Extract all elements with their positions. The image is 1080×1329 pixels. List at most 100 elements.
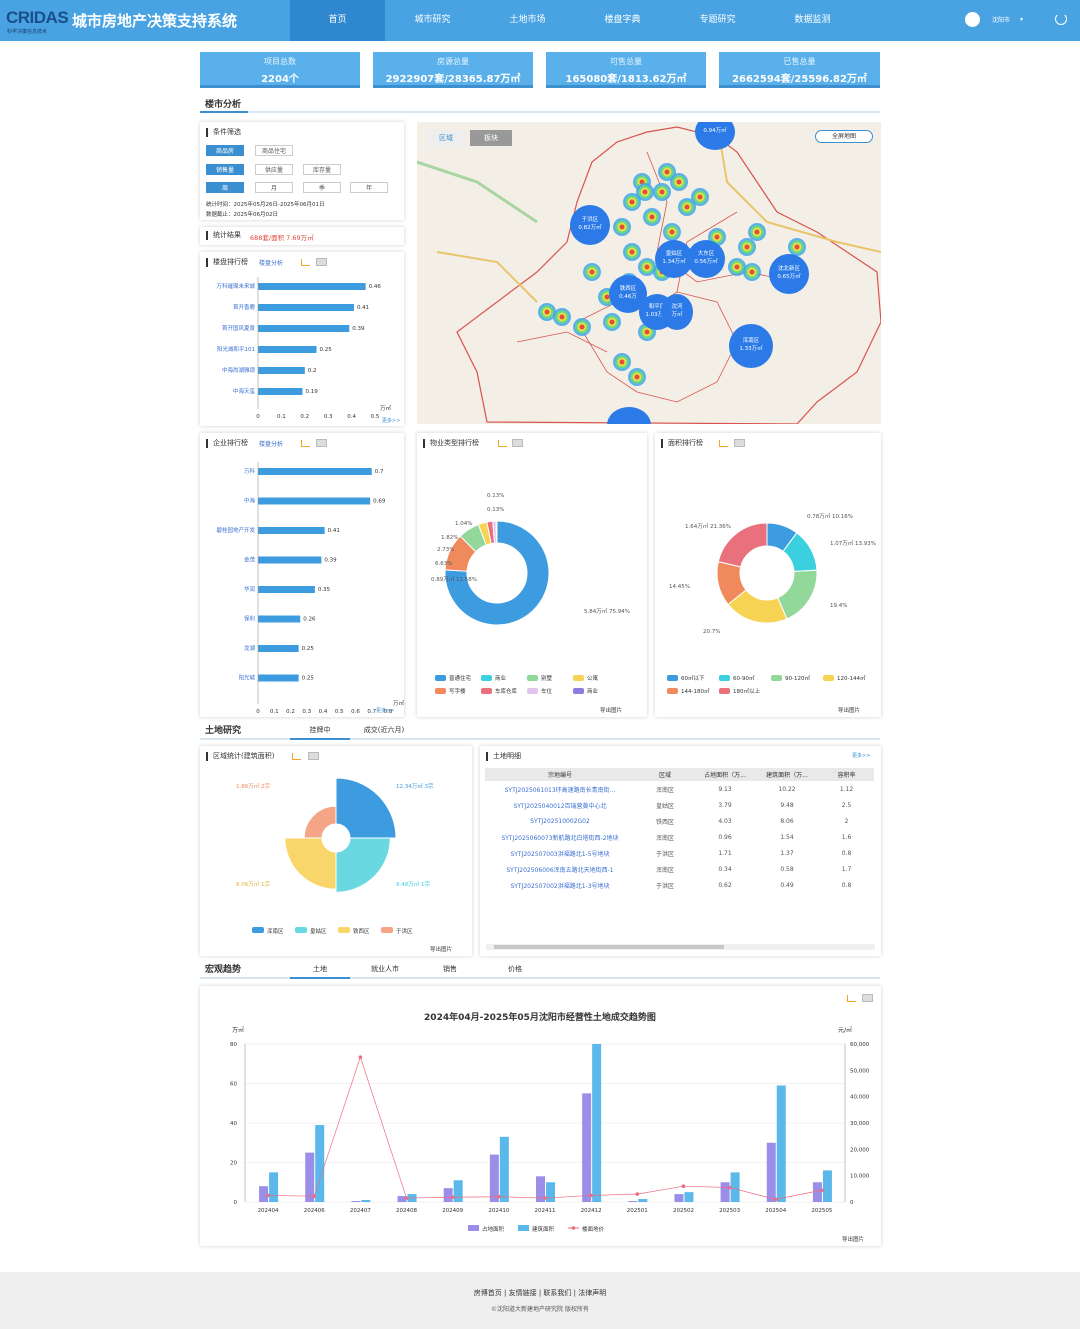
land-code-cell[interactable]: SYTJ2025060073新航路北白塔街西-2地块 — [485, 829, 635, 845]
x-tick-label: 0 — [256, 709, 260, 715]
land-code-cell[interactable]: SYTJ202506006浑南五路北天地街西-1 — [485, 861, 635, 877]
filter-month-button[interactable]: 月 — [255, 182, 293, 193]
more-link[interactable]: 更多>> — [376, 707, 394, 714]
heat-spot — [580, 325, 585, 330]
y2-tick-label: 20,000 — [850, 1147, 870, 1153]
system-title: 城市房地产决策支持系统 — [72, 10, 237, 31]
stat-card-available[interactable]: 可售总量 165080套/1813.62万㎡ — [546, 52, 706, 88]
land-code-cell[interactable]: SYTJ2025061013环高速路南长青南街... — [485, 781, 635, 797]
y2-tick-label: 60,000 — [850, 1042, 870, 1048]
data-deadline: 数据截止：2025年06月02日 — [206, 210, 278, 218]
export-image-button[interactable]: 导出图片 — [600, 706, 622, 714]
map-tab-block[interactable]: 板块 — [470, 130, 512, 146]
filter-year-button[interactable]: 年 — [350, 182, 388, 193]
x-tick-label: 0.2 — [300, 414, 309, 420]
result-panel: 统计结果 688套/面积 7.69万㎡ — [200, 227, 404, 245]
divider — [290, 977, 350, 979]
map-bubble[interactable]: 沈河 万㎡ — [661, 294, 693, 330]
export-image-button[interactable]: 导出图片 — [838, 706, 860, 714]
map-tab-district[interactable]: 区域 — [427, 130, 465, 146]
map-bubble[interactable]: 大东区 0.56万㎡ — [687, 240, 725, 278]
land-code-cell[interactable]: SYTJ202507002洪福路北1-3号地块 — [485, 877, 635, 893]
land-code-cell[interactable]: SYTJ2025040012百瑞营黄中心北 — [485, 797, 635, 813]
nav-land-market[interactable]: 土地市场 — [480, 0, 575, 41]
legend-swatch — [667, 675, 678, 681]
tab-listing[interactable]: 挂牌中 — [290, 725, 350, 735]
slice-annotation: 5.84万㎡ 75.94% — [584, 607, 630, 615]
bar — [258, 645, 299, 652]
col-header[interactable]: 建筑面积（万... — [755, 768, 819, 781]
col-header[interactable]: 占地面积（万... — [695, 768, 755, 781]
map-bubble[interactable]: 浑南区 1.33万㎡ — [729, 324, 773, 368]
col-header[interactable]: 宗地编号 — [485, 768, 635, 781]
table-row[interactable]: SYTJ202506006浑南五路北天地街西-1 浑南区 0.34 0.58 1.7 — [485, 861, 874, 877]
stat-card-projects[interactable]: 项目总数 2204个 — [200, 52, 360, 88]
x-tick-label: 202404 — [258, 1208, 279, 1214]
bar-category-label: 首开香鹿 — [233, 303, 256, 311]
land-code-cell[interactable]: SYTJ202510002G02 — [485, 813, 635, 829]
bar-land-area — [351, 1201, 360, 1202]
power-icon[interactable] — [1055, 13, 1067, 25]
logo[interactable]: CRIDAS — [6, 8, 68, 28]
user-avatar-icon[interactable] — [965, 12, 980, 27]
city-selector[interactable]: 沈阳市 — [992, 15, 1010, 24]
nav-building-dict[interactable]: 楼盘字典 — [575, 0, 670, 41]
nav-topic-research[interactable]: 专题研究 — [670, 0, 765, 41]
more-link[interactable]: 更多>> — [382, 417, 400, 424]
heat-map[interactable]: 区域 板块 全屏地图 0.94万㎡ 于洪区 0.82万㎡ 皇姑区 1.34万㎡ 大东… — [417, 122, 881, 424]
bar-build-area — [731, 1172, 740, 1202]
fullscreen-map-button[interactable]: 全屏地图 — [815, 130, 873, 143]
table-cell: 0.62 — [695, 877, 755, 893]
bar-value-label: 0.25 — [302, 646, 315, 652]
stat-card-sold[interactable]: 已售总量 2662594套/25596.82万㎡ — [719, 52, 880, 88]
table-row[interactable]: SYTJ202507002洪福路北1-3号地块 于洪区 0.62 0.49 0.8 — [485, 877, 874, 893]
col-header[interactable]: 容积率 — [819, 768, 874, 781]
filter-supply-button[interactable]: 供应量 — [255, 164, 293, 175]
stat-label: 项目总数 — [200, 56, 360, 67]
export-image-button[interactable]: 导出图片 — [842, 1235, 864, 1243]
table-row[interactable]: SYTJ202507003洪福路北1-5号地块 于洪区 1.71 1.37 0.8 — [485, 845, 874, 861]
table-row[interactable]: SYTJ2025040012百瑞营黄中心北 皇姑区 3.79 9.48 2.5 — [485, 797, 874, 813]
export-image-button[interactable]: 导出图片 — [430, 945, 452, 953]
nav-data-monitor[interactable]: 数据监测 — [765, 0, 860, 41]
more-link[interactable]: 更多>> — [852, 752, 870, 759]
tab-price[interactable]: 价格 — [485, 964, 545, 974]
chevron-down-icon[interactable]: ▾ — [1020, 16, 1023, 23]
table-row[interactable]: SYTJ2025060073新航路北白塔街西-2地块 浑南区 0.96 1.54 1.6 — [485, 829, 874, 845]
tab-deal[interactable]: 成交(近六月) — [352, 725, 416, 735]
footer-links[interactable]: 房博首页 | 友情链接 | 联系我们 | 法律声明 — [0, 1288, 1080, 1298]
filter-week-button[interactable]: 周 — [206, 182, 244, 193]
tab-employment[interactable]: 就业人市 — [355, 964, 415, 974]
x-axis-unit: 万㎡ — [393, 699, 404, 707]
filter-sales-button[interactable]: 销售量 — [206, 164, 244, 175]
slice-annotation: 1.04% — [455, 521, 472, 527]
table-row[interactable]: SYTJ202510002G02 铁西区 4.03 8.06 2 — [485, 813, 874, 829]
stat-card-total[interactable]: 房源总量 2922907套/28365.87万㎡ — [373, 52, 533, 88]
filter-stock-button[interactable]: 库存量 — [303, 164, 341, 175]
horizontal-scrollbar[interactable] — [486, 944, 875, 950]
filter-residential-button[interactable]: 商品住宅 — [255, 145, 293, 156]
table-row[interactable]: SYTJ2025061013环高速路南长青南街... 浑南区 9.13 10.22 1.… — [485, 781, 874, 797]
region-stat-panel: 区域统计(建筑面积) 12.34万㎡ 3宗 9.48万㎡ 1宗 8.06万㎡ 1宗 1… — [200, 746, 472, 956]
bar — [258, 388, 302, 395]
col-header[interactable]: 区域 — [635, 768, 695, 781]
filter-quarter-button[interactable]: 季 — [303, 182, 341, 193]
nav-home[interactable]: 首页 — [290, 0, 385, 41]
bar-land-area — [305, 1153, 314, 1202]
bar-land-area — [628, 1201, 637, 1202]
district-boundaries — [417, 122, 881, 424]
bar-build-area — [823, 1170, 832, 1202]
filter-commercial-button[interactable]: 商品房 — [206, 145, 244, 156]
map-bubble[interactable]: 沈北新区 0.65万㎡ — [769, 254, 809, 294]
map-bubble[interactable]: 于洪区 0.82万㎡ — [570, 205, 610, 245]
stat-period: 统计时间：2025年05月26日-2025年06月01日 — [206, 200, 324, 208]
table-cell: 10.22 — [755, 781, 819, 797]
nav-city-research[interactable]: 城市研究 — [385, 0, 480, 41]
tab-land[interactable]: 土地 — [290, 964, 350, 974]
legend-label: 建筑面积 — [532, 1225, 555, 1233]
land-code-cell[interactable]: SYTJ202507003洪福路北1-5号地块 — [485, 845, 635, 861]
heat-spot — [660, 190, 665, 195]
tab-sales[interactable]: 销售 — [420, 964, 480, 974]
y-tick-label: 60 — [230, 1082, 237, 1088]
heat-spot — [630, 250, 635, 255]
